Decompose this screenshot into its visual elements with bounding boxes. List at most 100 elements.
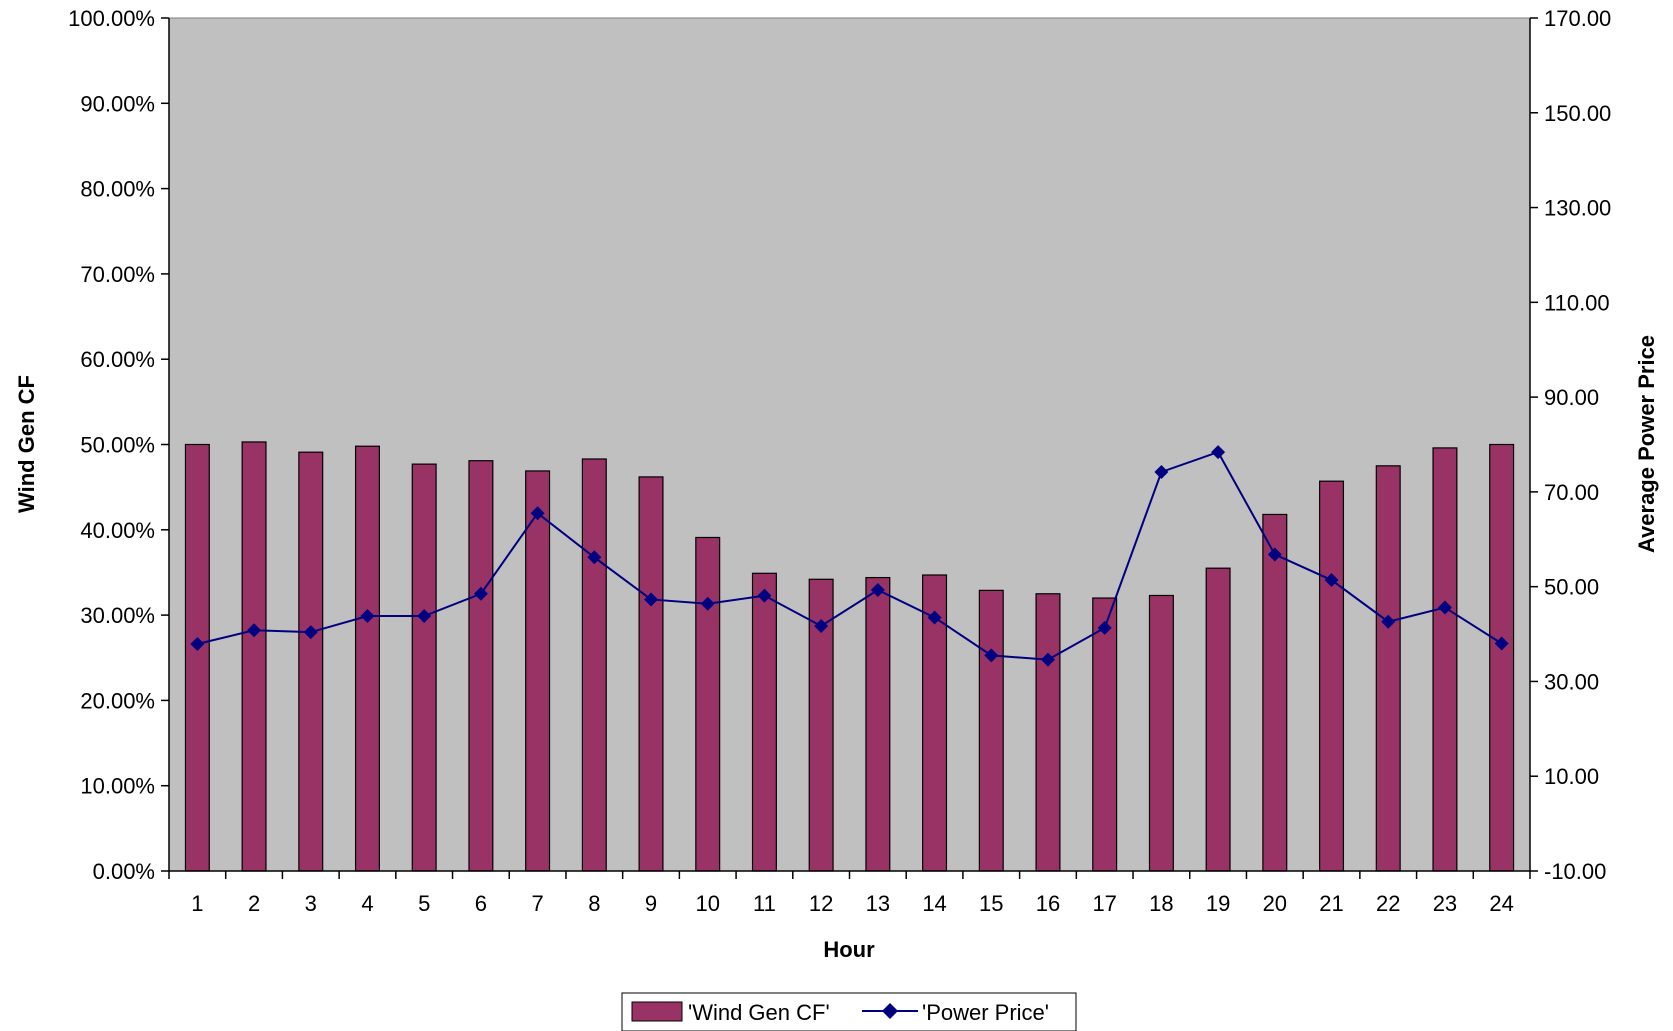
legend: 'Wind Gen CF' 'Power Price' bbox=[621, 992, 1077, 1031]
x-tick-label: 14 bbox=[922, 891, 946, 916]
bar-hour-6 bbox=[468, 460, 494, 872]
x-tick-label: 11 bbox=[753, 891, 776, 916]
right-tick-label: 130.00 bbox=[1544, 196, 1611, 221]
price-marker-hour-1 bbox=[190, 637, 205, 652]
price-marker-hour-14 bbox=[927, 610, 942, 625]
bar-hour-11 bbox=[751, 572, 777, 872]
x-tick-label: 17 bbox=[1092, 891, 1116, 916]
wind-gen-cf-bars bbox=[184, 441, 1515, 872]
price-marker-hour-23 bbox=[1437, 600, 1452, 615]
price-marker-hour-7 bbox=[530, 506, 545, 521]
bar-hour-3 bbox=[298, 451, 324, 872]
price-marker-hour-20 bbox=[1267, 547, 1282, 562]
bar-hour-8 bbox=[581, 458, 607, 872]
price-marker-hour-18 bbox=[1154, 464, 1169, 479]
left-tick-label: 40.00% bbox=[80, 518, 155, 543]
left-tick-label: 70.00% bbox=[80, 262, 155, 287]
right-y-axis: -10.00 10.00 30.00 50.00 70.00 90.00 110.00 130… bbox=[1529, 6, 1611, 884]
price-marker-hour-11 bbox=[757, 588, 772, 603]
left-tick-label: 30.00% bbox=[80, 603, 155, 628]
legend-swatch-wind bbox=[631, 1001, 683, 1022]
price-marker-hour-12 bbox=[814, 618, 829, 633]
bar-hour-1 bbox=[184, 443, 210, 872]
x-axis-title: Hour bbox=[823, 937, 875, 962]
x-tick-label: 2 bbox=[248, 891, 260, 916]
x-tick-label: 20 bbox=[1263, 891, 1287, 916]
power-price-polyline bbox=[197, 450, 1503, 661]
left-tick-label: 10.00% bbox=[80, 774, 155, 799]
left-tick-label: 100.00% bbox=[68, 6, 155, 31]
left-tick-label: 80.00% bbox=[80, 177, 155, 202]
x-tick-label: 10 bbox=[695, 891, 719, 916]
price-marker-hour-15 bbox=[984, 648, 999, 663]
left-tick-label: 20.00% bbox=[80, 688, 155, 713]
bar-hour-7 bbox=[525, 470, 551, 872]
price-marker-hour-8 bbox=[587, 550, 602, 565]
x-tick-label: 6 bbox=[475, 891, 487, 916]
x-tick-label: 13 bbox=[866, 891, 890, 916]
bar-hour-16 bbox=[1035, 593, 1061, 872]
price-marker-hour-6 bbox=[473, 586, 488, 601]
bar-hour-13 bbox=[865, 576, 891, 872]
bar-hour-24 bbox=[1489, 443, 1515, 872]
bar-hour-22 bbox=[1375, 465, 1401, 872]
bar-hour-4 bbox=[354, 445, 380, 872]
left-tick-label: 50.00% bbox=[80, 433, 155, 458]
x-tick-label: 18 bbox=[1149, 891, 1173, 916]
price-marker-hour-24 bbox=[1494, 636, 1509, 651]
price-marker-hour-22 bbox=[1381, 614, 1396, 629]
power-price-line bbox=[190, 445, 1509, 667]
right-tick-label: 90.00 bbox=[1544, 385, 1599, 410]
bar-hour-17 bbox=[1092, 597, 1118, 872]
x-tick-label: 12 bbox=[809, 891, 833, 916]
legend-label-price: 'Power Price' bbox=[922, 1000, 1049, 1025]
right-tick-label: 110.00 bbox=[1544, 290, 1610, 315]
bar-hour-21 bbox=[1319, 480, 1345, 872]
bar-hour-19 bbox=[1205, 567, 1231, 872]
bar-hour-5 bbox=[411, 463, 437, 872]
price-marker-hour-9 bbox=[644, 592, 659, 607]
x-tick-label: 22 bbox=[1376, 891, 1400, 916]
x-tick-label: 5 bbox=[418, 891, 430, 916]
right-tick-label: 170.00 bbox=[1544, 6, 1611, 31]
price-marker-hour-19 bbox=[1211, 445, 1226, 460]
right-tick-label: 50.00 bbox=[1544, 575, 1599, 600]
x-tick-label: 1 bbox=[191, 891, 203, 916]
right-tick-label: 70.00 bbox=[1544, 480, 1599, 505]
price-marker-hour-21 bbox=[1324, 573, 1339, 588]
left-tick-label: 0.00% bbox=[93, 859, 155, 884]
price-marker-hour-10 bbox=[700, 596, 715, 611]
right-tick-label: -10.00 bbox=[1544, 859, 1606, 884]
price-marker-hour-3 bbox=[303, 625, 318, 640]
legend-swatch-price-marker bbox=[882, 1003, 898, 1019]
bar-hour-23 bbox=[1432, 447, 1458, 872]
x-tick-label: 23 bbox=[1433, 891, 1457, 916]
price-marker-hour-16 bbox=[1040, 652, 1055, 667]
y-axis-title: Wind Gen CF bbox=[14, 375, 39, 513]
bar-hour-2 bbox=[241, 441, 267, 872]
x-tick-label: 7 bbox=[531, 891, 543, 916]
x-tick-label: 21 bbox=[1319, 891, 1343, 916]
right-tick-label: 150.00 bbox=[1544, 101, 1611, 126]
x-tick-label: 3 bbox=[305, 891, 317, 916]
x-axis: 1 2 3 4 5 6 7 8 9 10 11 12 13 14 15 16 17 18 19 20 21 22 23 24 bbox=[168, 870, 1531, 916]
x-tick-label: 9 bbox=[645, 891, 657, 916]
left-tick-label: 60.00% bbox=[80, 347, 155, 372]
bar-hour-20 bbox=[1262, 513, 1288, 872]
price-marker-hour-13 bbox=[870, 582, 885, 597]
right-tick-label: 10.00 bbox=[1544, 764, 1599, 789]
price-marker-hour-2 bbox=[247, 623, 262, 638]
left-y-axis: 0.00% 10.00% 20.00% 30.00% 40.00% 50.00% 60.00… bbox=[68, 6, 170, 884]
x-tick-label: 4 bbox=[361, 891, 373, 916]
bar-hour-10 bbox=[695, 536, 721, 872]
x-tick-label: 19 bbox=[1206, 891, 1230, 916]
x-tick-label: 15 bbox=[979, 891, 1003, 916]
legend-label-wind: 'Wind Gen CF' bbox=[688, 1000, 830, 1025]
price-marker-hour-4 bbox=[360, 609, 375, 624]
legend-box bbox=[621, 992, 1077, 1031]
y2-axis-title: Average Power Price bbox=[1634, 335, 1659, 553]
x-tick-label: 16 bbox=[1036, 891, 1060, 916]
right-tick-label: 30.00 bbox=[1544, 669, 1599, 694]
plot-area bbox=[168, 17, 1531, 872]
